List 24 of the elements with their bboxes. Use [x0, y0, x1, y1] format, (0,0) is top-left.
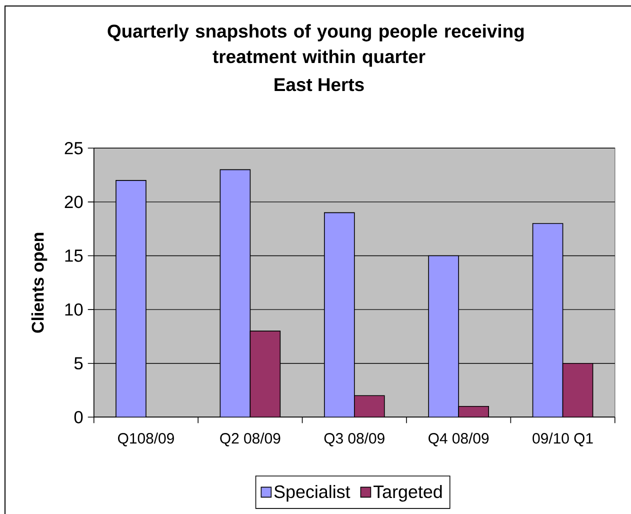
y-tick-label: 20	[64, 196, 83, 208]
y-tick-label: 0	[74, 410, 83, 424]
bar	[116, 180, 146, 418]
bar	[324, 212, 355, 418]
bar	[562, 362, 594, 418]
x-tick-label: Q2 08/09	[220, 432, 280, 446]
x-tick-label: Q108/09	[118, 432, 174, 446]
legend-label: Specialist	[274, 484, 350, 502]
y-tick-label: 15	[65, 250, 83, 262]
x-tick-label: 09/10 Q1	[532, 432, 593, 446]
bar	[250, 330, 281, 418]
y-tick-label: 10	[65, 303, 83, 316]
legend-label: Targeted	[374, 484, 442, 502]
bar	[354, 395, 385, 418]
y-tick-label: 5	[74, 357, 83, 370]
chart-subtitle: East Herts	[274, 78, 364, 92]
bar	[532, 223, 564, 418]
y-tick-label: 25	[64, 142, 83, 154]
x-tick-label: Q4 08/09	[428, 432, 489, 446]
bar	[220, 169, 251, 418]
x-tick-label: Q3 08/09	[324, 432, 384, 446]
y-axis-title: Clients open	[31, 232, 48, 333]
chart-title: Quarterly snapshots of young people receiving treatment within quarter	[108, 24, 524, 67]
bar	[428, 255, 459, 418]
